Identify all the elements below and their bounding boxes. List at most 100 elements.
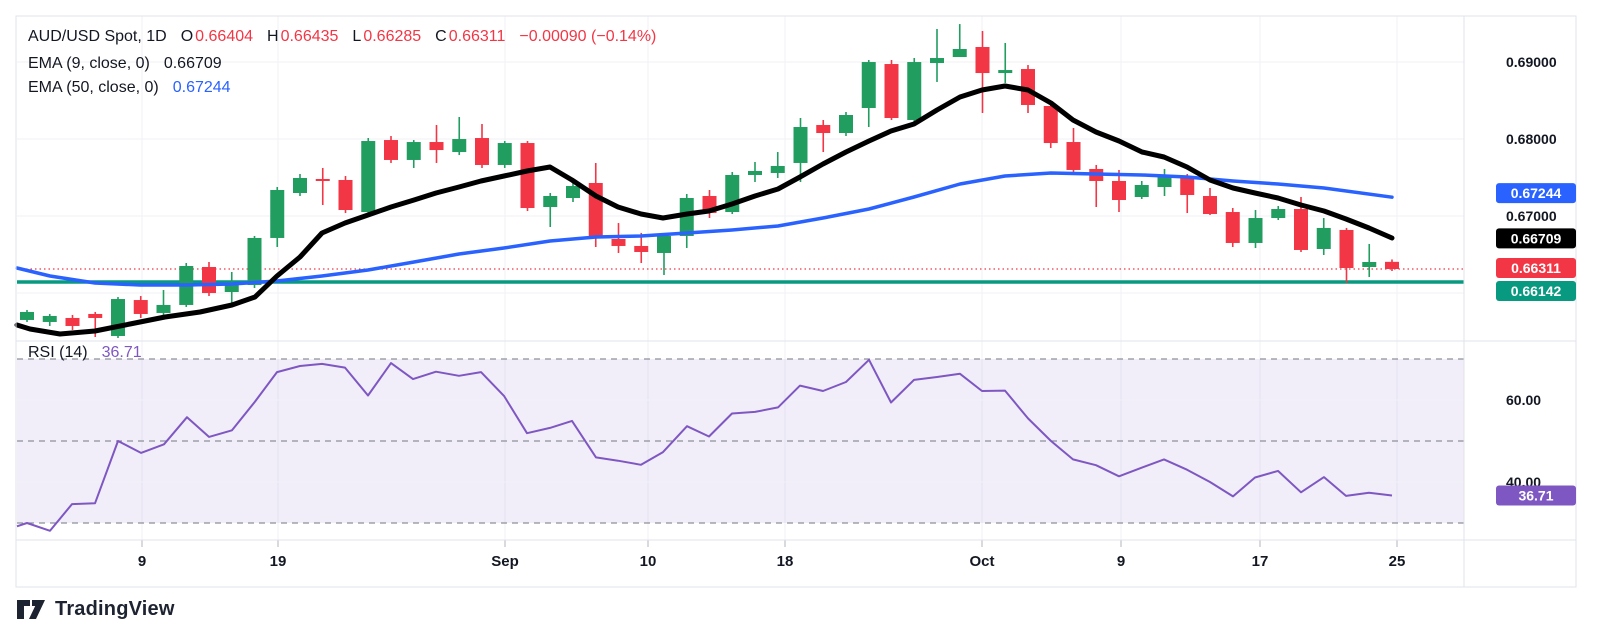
price-badge-value: 0.66311 [1511,260,1561,276]
price-badge-ema50 [1496,183,1576,204]
candle-body [315,178,330,181]
candle-body [1112,180,1126,201]
candle-body [497,143,512,165]
price-axis-label: 0.68000 [1506,131,1557,147]
candle-body [1180,176,1195,196]
ohlc-low: L 0.66285 [352,28,422,45]
candle-body [1385,261,1399,269]
candle-body [1134,184,1149,198]
candle-body [930,58,944,64]
candle-body [998,70,1013,74]
candle-body [42,315,57,322]
time-axis-label: 19 [270,553,287,570]
candle-body [20,311,34,320]
candle-body [1066,142,1081,170]
time-axis-label: Oct [969,553,994,570]
candle-body [1043,105,1058,144]
ema9-label: EMA (9, close, 0) [28,55,150,72]
tradingview-watermark[interactable]: TradingView [16,598,175,621]
ema9-line [14,83,1395,337]
candle-body [156,304,171,313]
candle-body [793,127,808,163]
rsi-badge [1496,485,1576,506]
candle-body [520,143,535,209]
rsi-line [16,358,1393,532]
time-axis-label: 9 [1117,553,1125,570]
ohlc-open: O 0.66404 [180,28,254,45]
candle-body [1316,227,1331,249]
candle-body [202,266,216,294]
time-axis-label: 9 [138,553,146,570]
candle-body [361,141,376,213]
ema50-line [15,171,1394,287]
time-axis-label: 25 [1389,553,1406,570]
symbol-legend-row[interactable]: AUD/USD Spot, 1D O 0.66404 H 0.66435 L 0… [28,28,656,46]
candle-body [475,138,489,165]
price-axis-label: 0.67000 [1506,208,1557,224]
candle-body [816,125,831,134]
time-axis-label: 17 [1252,553,1269,570]
candle-body [247,237,262,286]
price-badge-value: 0.66709 [1511,230,1562,246]
time-axis-label: 18 [777,553,794,570]
symbol-title: AUD/USD Spot, 1D [28,28,167,45]
candle-body [1362,261,1377,267]
candle-body [452,139,467,153]
price-badge-ema9 [1496,228,1576,249]
ohlc-close: C 0.66311 [435,28,506,45]
candle-body [975,47,990,74]
ema9-value: 0.66709 [163,55,222,72]
change-value: −0.00090 (−0.14%) [519,28,657,45]
rsi-value: 36.71 [101,344,142,361]
ema50-value: 0.67244 [172,79,231,96]
ema9-legend-row[interactable]: EMA (9, close, 0) 0.66709 [28,55,222,73]
price-badge-value: 0.66142 [1511,283,1562,299]
candle-body [679,198,694,236]
candle-body [543,196,558,208]
chart-frame [15,15,1577,588]
candle-body [952,49,967,58]
candle-body [839,115,853,134]
candle-body [406,142,421,160]
candle-body [224,282,239,293]
watermark-text: TradingView [55,598,175,620]
candle-body [1294,209,1308,250]
candle-body [657,235,671,253]
price-axis-label: 0.69000 [1506,54,1557,70]
ema50-label: EMA (50, close, 0) [28,79,159,96]
candle-body [1021,69,1035,105]
candle-body [634,245,649,252]
tradingview-logo-icon [16,599,46,620]
time-axis-label: Sep [491,553,519,570]
candle-body [907,62,922,121]
candle-body [65,317,80,326]
rsi-legend-row[interactable]: RSI (14) 36.71 [28,344,142,362]
candle-body [748,170,762,175]
candle-body [1339,229,1354,268]
candle-body [566,185,580,199]
candle-body [1248,218,1263,243]
candle-body [111,299,125,336]
candle-body [1203,196,1217,215]
candle-body [1271,209,1286,219]
ema50-legend-row[interactable]: EMA (50, close, 0) 0.67244 [28,79,231,97]
candle-body [429,142,444,151]
candle-body [1157,176,1172,187]
candle-body [884,64,899,119]
price-badge-down [1496,258,1576,278]
time-axis[interactable] [16,540,1576,587]
rsi-band-fill [17,359,1464,523]
candle-body [611,238,626,246]
candle-body [293,177,307,194]
candle-body [384,140,398,160]
candle-body [861,62,876,108]
time-axis-label: 10 [640,553,657,570]
rsi-label: RSI (14) [28,344,88,361]
rsi-axis-label: 60.00 [1506,392,1541,408]
rsi-badge-value: 36.71 [1518,487,1553,503]
candle-body [770,165,785,173]
